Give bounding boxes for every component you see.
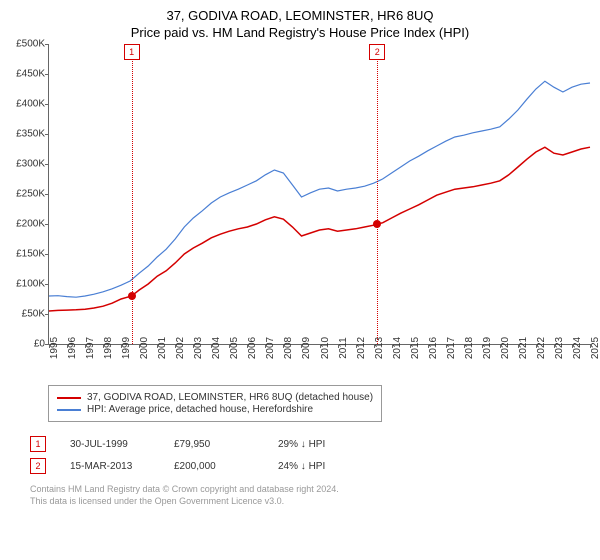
sale-date: 30-JUL-1999 (70, 439, 150, 450)
chart-subtitle: Price paid vs. HM Land Registry's House … (0, 25, 600, 40)
x-tick-label: 2012 (356, 337, 367, 359)
legend-swatch (57, 409, 81, 411)
legend-row: 37, GODIVA ROAD, LEOMINSTER, HR6 8UQ (de… (57, 392, 373, 403)
x-tick-label: 1995 (49, 337, 60, 359)
x-tick-label: 2013 (374, 337, 385, 359)
x-tick-label: 2017 (446, 337, 457, 359)
x-tick-label: 2024 (572, 337, 583, 359)
footer-line-2: This data is licensed under the Open Gov… (30, 496, 590, 508)
x-tick-label: 2016 (428, 337, 439, 359)
sale-row: 1 30-JUL-1999 £79,950 29% ↓ HPI (30, 436, 590, 452)
x-tick-label: 2009 (301, 337, 312, 359)
legend-label: HPI: Average price, detached house, Here… (87, 404, 313, 415)
x-tick-label: 2003 (193, 337, 204, 359)
x-tick-label: 2018 (464, 337, 475, 359)
series-line-property (49, 147, 590, 311)
y-tick-label: £500K (16, 39, 45, 50)
legend-label: 37, GODIVA ROAD, LEOMINSTER, HR6 8UQ (de… (87, 392, 373, 403)
sale-date: 15-MAR-2013 (70, 461, 150, 472)
x-tick-label: 2014 (392, 337, 403, 359)
y-tick-label: £150K (16, 249, 45, 260)
x-tick-label: 2025 (590, 337, 600, 359)
x-tick-label: 2007 (265, 337, 276, 359)
x-tick-label: 1998 (103, 337, 114, 359)
x-tick-label: 2002 (175, 337, 186, 359)
x-tick-label: 1996 (67, 337, 78, 359)
x-tick-label: 2006 (247, 337, 258, 359)
sale-delta: 29% ↓ HPI (278, 439, 358, 450)
chart-title: 37, GODIVA ROAD, LEOMINSTER, HR6 8UQ (0, 8, 600, 23)
chart-legend: 37, GODIVA ROAD, LEOMINSTER, HR6 8UQ (de… (48, 385, 382, 422)
x-tick-label: 2021 (518, 337, 529, 359)
y-tick-label: £400K (16, 99, 45, 110)
legend-swatch (57, 397, 81, 399)
sale-marker-box: 2 (369, 44, 385, 60)
x-tick-label: 2004 (211, 337, 222, 359)
x-tick-label: 2015 (410, 337, 421, 359)
x-tick-label: 2005 (229, 337, 240, 359)
x-tick-label: 2019 (482, 337, 493, 359)
footer-line-1: Contains HM Land Registry data © Crown c… (30, 484, 590, 496)
y-tick-label: £250K (16, 189, 45, 200)
sales-table: 1 30-JUL-1999 £79,950 29% ↓ HPI 2 15-MAR-2013… (30, 436, 590, 474)
sale-point-dot (373, 220, 381, 228)
sale-row-marker: 2 (30, 458, 46, 474)
series-line-hpi (49, 81, 590, 297)
y-tick-label: £50K (22, 309, 45, 320)
sale-row: 2 15-MAR-2013 £200,000 24% ↓ HPI (30, 458, 590, 474)
x-tick-label: 2008 (283, 337, 294, 359)
y-tick-label: £200K (16, 219, 45, 230)
sale-delta: 24% ↓ HPI (278, 461, 358, 472)
plot-area: £0£50K£100K£150K£200K£250K£300K£350K£400… (48, 44, 590, 345)
sale-marker-box: 1 (124, 44, 140, 60)
sale-price: £79,950 (174, 439, 254, 450)
y-tick-label: £450K (16, 69, 45, 80)
sale-price: £200,000 (174, 461, 254, 472)
chart-title-block: 37, GODIVA ROAD, LEOMINSTER, HR6 8UQ Pri… (0, 0, 600, 44)
chart-footer: Contains HM Land Registry data © Crown c… (30, 484, 590, 507)
y-tick-label: £0 (34, 339, 45, 350)
x-tick-label: 1999 (121, 337, 132, 359)
price-chart-container: 37, GODIVA ROAD, LEOMINSTER, HR6 8UQ Pri… (0, 0, 600, 507)
y-tick-label: £300K (16, 159, 45, 170)
x-tick-label: 2001 (157, 337, 168, 359)
x-tick-label: 2010 (320, 337, 331, 359)
x-tick-label: 2000 (139, 337, 150, 359)
x-tick-label: 2022 (536, 337, 547, 359)
y-tick-label: £100K (16, 279, 45, 290)
x-tick-label: 1997 (85, 337, 96, 359)
sale-point-dot (128, 292, 136, 300)
y-tick-label: £350K (16, 129, 45, 140)
legend-row: HPI: Average price, detached house, Here… (57, 404, 373, 415)
sale-marker-vline (377, 44, 378, 344)
x-tick-label: 2020 (500, 337, 511, 359)
x-tick-label: 2011 (338, 337, 349, 359)
x-tick-label: 2023 (554, 337, 565, 359)
sale-row-marker: 1 (30, 436, 46, 452)
